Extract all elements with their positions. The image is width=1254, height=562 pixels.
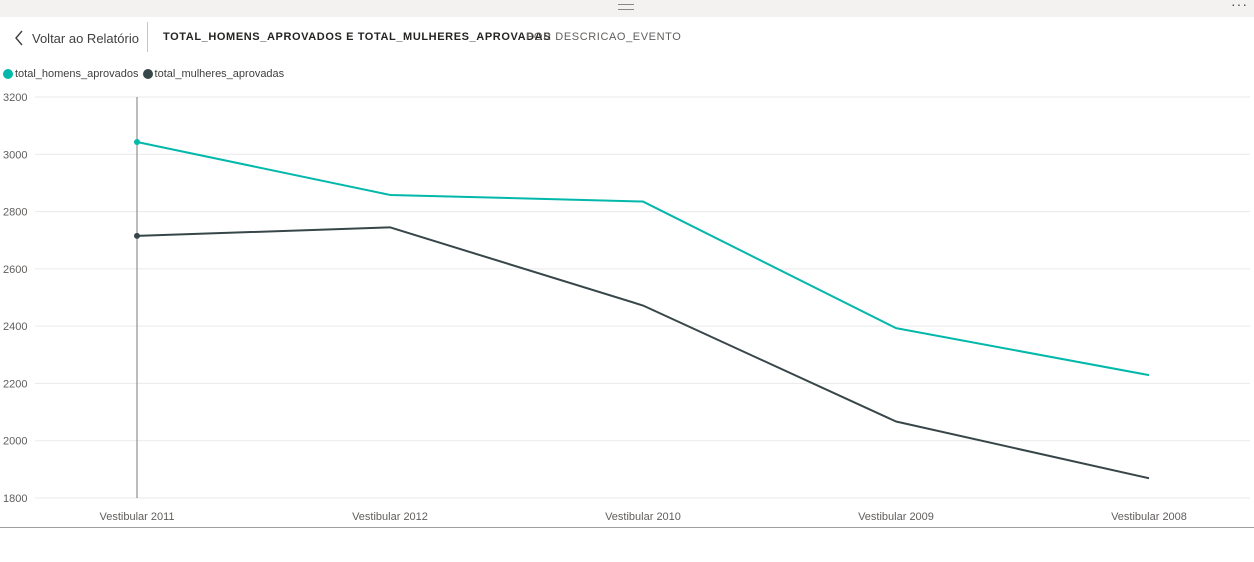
- y-tick-label: 2400: [3, 321, 27, 333]
- y-tick-label: 1800: [3, 493, 27, 505]
- chevron-left-icon: [15, 30, 23, 46]
- y-tick-label: 3000: [3, 149, 27, 161]
- y-tick-label: 3200: [3, 92, 27, 104]
- x-tick-label: Vestibular 2011: [99, 511, 174, 523]
- visual-header: Voltar ao Relatório TOTAL_HOMENS_APROVAD…: [0, 17, 1254, 59]
- legend-dot-homens: [3, 69, 13, 79]
- y-tick-label: 2800: [3, 207, 27, 219]
- series-line-homens: [136, 140, 1150, 377]
- series-line-mulheres: [136, 226, 1150, 480]
- focus-mode-bar: ···: [0, 0, 1254, 17]
- x-tick-label: Vestibular 2008: [1111, 511, 1187, 523]
- x-tick-label: Vestibular 2012: [352, 511, 428, 523]
- legend-item-homens[interactable]: total_homens_aprovados: [3, 68, 139, 80]
- visual-subtitle: POR DESCRICAO_EVENTO: [526, 31, 682, 43]
- y-tick-label: 2200: [3, 378, 27, 390]
- chart-legend: total_homens_aprovados total_mulheres_ap…: [3, 68, 284, 80]
- legend-label-mulheres: total_mulheres_aprovadas: [154, 68, 285, 80]
- x-tick-label: Vestibular 2009: [858, 511, 934, 523]
- data-point[interactable]: [134, 138, 140, 145]
- back-to-report-label: Voltar ao Relatório: [32, 30, 139, 46]
- data-point[interactable]: [134, 232, 140, 239]
- x-tick-label: Vestibular 2010: [605, 511, 681, 523]
- more-options-button[interactable]: ···: [1231, 0, 1248, 12]
- legend-label-homens: total_homens_aprovados: [15, 68, 139, 80]
- visual-title: TOTAL_HOMENS_APROVADOS E TOTAL_MULHERES_…: [163, 31, 552, 43]
- drag-handle-icon[interactable]: [618, 4, 634, 10]
- y-tick-label: 2600: [3, 264, 27, 276]
- y-tick-label: 2000: [3, 436, 27, 448]
- back-to-report-button[interactable]: Voltar ao Relatório: [14, 26, 139, 50]
- header-divider: [147, 22, 148, 52]
- legend-item-mulheres[interactable]: total_mulheres_aprovadas: [142, 68, 285, 80]
- line-chart[interactable]: 3200 3000 2800 2600 2400 2200 2000 1800 Vestibul…: [0, 85, 1254, 527]
- chart-bottom-rule: [0, 527, 1254, 528]
- legend-dot-mulheres: [142, 69, 153, 79]
